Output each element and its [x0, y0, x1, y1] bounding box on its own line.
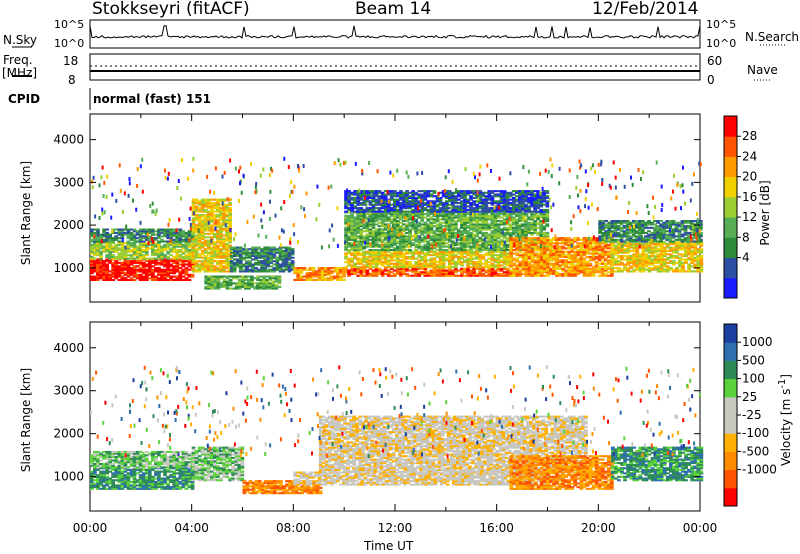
velocity-colorbar-cell-4	[724, 415, 737, 434]
power-colorbar-cell-5	[724, 176, 737, 198]
station-title: Stokkseyri (fitACF)	[92, 0, 250, 19]
power-ytick-label-1: 3000	[53, 175, 84, 189]
x-axis-label: Time UT	[364, 539, 414, 553]
power-colorbar-cell-0	[724, 277, 737, 299]
power-colorbar-cell-3	[724, 217, 737, 238]
velocity-band-1	[90, 450, 195, 469]
power-band-10	[344, 190, 550, 213]
velocity-colorbar-tick-label-7: -1000	[742, 463, 777, 477]
nsearch-tick-top: 10^5	[706, 18, 737, 31]
velocity-colorbar-cell-7	[724, 360, 737, 380]
velocity-colorbar-cell-8	[724, 342, 737, 361]
power-band-12	[611, 241, 704, 273]
freq-panel-frame	[89, 53, 701, 81]
power-band-9	[344, 211, 550, 252]
nave-tick-bottom: 0	[707, 73, 715, 87]
power-colorbar-tick-label-1: 24	[742, 149, 757, 163]
velocity-colorbar-cell-0	[724, 487, 737, 507]
power-band-0	[90, 258, 195, 281]
velocity-band-7	[611, 446, 704, 482]
nsky-trace	[89, 25, 701, 39]
power-colorbar-frame	[723, 115, 738, 299]
velocity-ytick-label-0: 4000	[53, 341, 84, 355]
velocity-colorbar-tick-label-4: -25	[742, 408, 762, 422]
velocity-band-5	[318, 415, 588, 473]
velocity-colorbar-cell-1	[724, 469, 737, 489]
nsearch-label: N.Search	[745, 30, 800, 44]
power-colorbar-tick-label-3: 16	[742, 190, 757, 204]
power-band-2	[90, 228, 195, 243]
power-ytick-label-3: 1000	[53, 261, 84, 275]
power-colorbar-tick-label-2: 20	[742, 170, 757, 184]
nsky-tick-top: 10^5	[54, 18, 85, 31]
velocity-colorbar-tick-label-1: 500	[742, 353, 765, 367]
cpid-value: normal (fast) 151	[93, 92, 211, 106]
velocity-colorbar-cell-2	[724, 451, 737, 471]
x-tick-label-6: 00:00	[683, 521, 718, 535]
nsky-tick-bottom: 10^0	[54, 37, 85, 50]
date-label: 12/Feb/2014	[592, 0, 699, 19]
velocity-ytick-label-1: 3000	[53, 384, 84, 398]
power-band-6	[293, 267, 346, 281]
velocity-colorbar-tick-label-2: 100	[742, 372, 765, 386]
velocity-colorbar-cell-9	[724, 324, 737, 343]
power-speckles	[91, 156, 702, 251]
power-colorbar-cell-8	[724, 116, 737, 137]
x-tick-label-2: 08:00	[276, 521, 311, 535]
velocity-band-0	[90, 467, 195, 490]
cpid-label: CPID	[8, 92, 41, 106]
velocity-colorbar-tick-label-3: 25	[742, 390, 757, 404]
velocity-colorbar-tick-label-6: -500	[742, 444, 769, 458]
x-tick-label-4: 16:00	[479, 521, 514, 535]
power-band-5	[229, 246, 295, 273]
nsearch-tick-bottom: 10^0	[706, 37, 737, 50]
velocity-ytick-label-2: 2000	[53, 427, 84, 441]
velocity-colorbar-tick-label-5: -100	[742, 426, 769, 440]
power-colorbar-tick-label-6: 4	[742, 251, 750, 265]
freq-label: Freq.	[3, 53, 33, 67]
velocity-colorbar-cell-5	[724, 396, 737, 416]
nave-tick-top: 60	[707, 54, 723, 68]
power-band-7	[344, 267, 513, 277]
velocity-band-6	[509, 455, 614, 490]
power-colorbar-cell-2	[724, 237, 737, 258]
freq-tick-top: 18	[63, 54, 79, 68]
power-band-8	[344, 250, 513, 269]
power-band-11	[509, 237, 614, 277]
power-band-3	[191, 198, 232, 273]
power-colorbar-tick-label-4: 12	[742, 210, 757, 224]
power-colorbar-cell-6	[724, 156, 737, 178]
nsky-panel-frame	[89, 19, 701, 49]
velocity-speckles	[90, 365, 701, 459]
power-colorbar-tick-label-0: 28	[742, 129, 757, 143]
beam-label: Beam 14	[355, 0, 432, 19]
velocity-ytick-label-3: 1000	[53, 470, 84, 484]
x-tick-label-5: 20:00	[581, 521, 616, 535]
power-colorbar-tick-label-5: 8	[742, 230, 750, 244]
nave-label: Nave	[747, 63, 778, 77]
power-ytick-label-0: 4000	[53, 133, 84, 147]
velocity-colorbar-cell-6	[724, 378, 737, 398]
power-colorbar-cell-4	[724, 196, 737, 218]
power-band-4	[204, 275, 282, 290]
power-band-1	[90, 242, 195, 260]
x-tick-label-1: 04:00	[174, 521, 209, 535]
nsky-label: N.Sky	[3, 33, 38, 47]
x-tick-label-3: 12:00	[378, 521, 413, 535]
velocity-colorbar-cell-3	[724, 433, 737, 452]
power-colorbar-cell-1	[724, 257, 737, 279]
power-ytick-label-2: 2000	[53, 218, 84, 232]
power-colorbar-cell-7	[724, 136, 737, 157]
velocity-band-2	[191, 446, 245, 482]
freq-tick-bottom: 8	[68, 73, 76, 87]
x-tick-label-0: 00:00	[73, 521, 108, 535]
velocity-colorbar-tick-label-0: 1000	[742, 335, 773, 349]
